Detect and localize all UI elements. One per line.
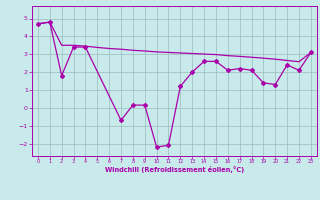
X-axis label: Windchill (Refroidissement éolien,°C): Windchill (Refroidissement éolien,°C)	[105, 166, 244, 173]
